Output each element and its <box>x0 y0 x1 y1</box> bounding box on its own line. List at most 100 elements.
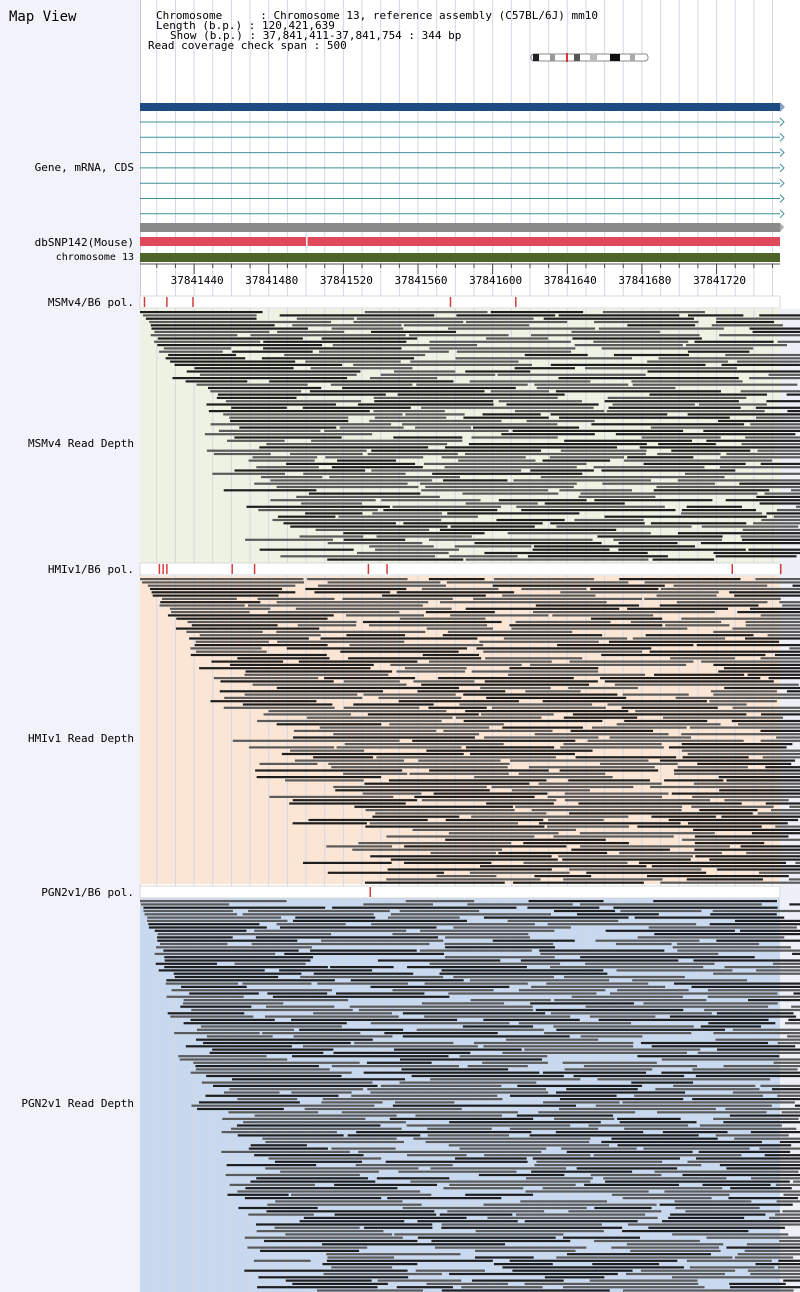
pgn-read[interactable] <box>254 1114 397 1117</box>
hmi-read[interactable] <box>590 587 659 591</box>
pgn-read[interactable] <box>266 1210 435 1213</box>
pgn-read[interactable] <box>471 1279 564 1282</box>
pgn-read[interactable] <box>617 1144 792 1147</box>
hmi-read[interactable] <box>269 795 394 798</box>
pgn-read[interactable] <box>594 1206 652 1210</box>
hmi-read[interactable] <box>644 597 781 600</box>
hmi-read[interactable] <box>480 865 647 868</box>
hmi-read[interactable] <box>609 736 692 739</box>
hmi-read[interactable] <box>646 875 789 878</box>
cds-bar[interactable] <box>140 223 780 232</box>
pgn-read[interactable] <box>143 906 326 909</box>
msm-read[interactable] <box>263 340 407 343</box>
hmi-read[interactable] <box>297 624 357 627</box>
pgn-read[interactable] <box>304 1107 462 1111</box>
hmi-read[interactable] <box>294 759 405 762</box>
pgn-read[interactable] <box>634 916 785 919</box>
pgn-read[interactable] <box>191 1104 375 1107</box>
pgn-read[interactable] <box>668 1216 745 1219</box>
pgn-read[interactable] <box>686 1259 772 1262</box>
pgn-read[interactable] <box>483 1203 657 1206</box>
msm-read[interactable] <box>755 406 800 409</box>
hmi-read[interactable] <box>364 782 530 785</box>
pgn-read[interactable] <box>475 1230 604 1233</box>
hmi-read[interactable] <box>474 776 613 779</box>
hmi-read[interactable] <box>428 578 485 581</box>
hmi-read[interactable] <box>624 719 708 723</box>
msm-read[interactable] <box>223 489 317 492</box>
msm-read[interactable] <box>421 406 594 409</box>
pgn-read[interactable] <box>387 916 460 919</box>
msm-read[interactable] <box>403 324 530 327</box>
pgn-read[interactable] <box>725 1107 800 1111</box>
msm-read[interactable] <box>250 334 406 337</box>
msm-read[interactable] <box>266 443 448 446</box>
pgn-read[interactable] <box>164 966 328 969</box>
hmi-read[interactable] <box>746 851 800 855</box>
hmi-read[interactable] <box>534 875 592 878</box>
hmi-read[interactable] <box>211 660 284 663</box>
pgn-read[interactable] <box>751 1177 800 1180</box>
msm-read[interactable] <box>484 551 648 555</box>
hmi-read[interactable] <box>632 637 726 640</box>
pgn-read[interactable] <box>264 1015 399 1018</box>
pgn-read[interactable] <box>295 916 376 919</box>
msm-read[interactable] <box>745 436 800 439</box>
msm-read[interactable] <box>773 515 800 518</box>
msm-read[interactable] <box>448 327 596 330</box>
pgn-read[interactable] <box>493 1263 553 1266</box>
hmi-read[interactable] <box>298 660 418 663</box>
hmi-read[interactable] <box>671 792 800 795</box>
msm-read[interactable] <box>549 456 625 459</box>
msm-read[interactable] <box>261 357 415 360</box>
pgn-read[interactable] <box>637 936 785 939</box>
hmi-read[interactable] <box>152 594 279 597</box>
hmi-read[interactable] <box>190 653 327 657</box>
pgn-read[interactable] <box>542 1187 723 1190</box>
hmi-polymorphism-marker[interactable] <box>253 564 256 574</box>
hmi-read[interactable] <box>719 789 800 792</box>
pgn-read[interactable] <box>370 1022 510 1025</box>
pgn-read[interactable] <box>792 952 800 955</box>
pgn-read[interactable] <box>595 939 700 942</box>
pgn-read[interactable] <box>611 1246 720 1249</box>
msm-read[interactable] <box>371 449 542 452</box>
msm-read[interactable] <box>544 502 625 505</box>
pgn-read[interactable] <box>564 975 685 979</box>
msm-read[interactable] <box>367 452 458 456</box>
hmi-read[interactable] <box>194 644 328 647</box>
hmi-read[interactable] <box>502 726 583 729</box>
msm-read[interactable] <box>685 472 800 475</box>
pgn-read[interactable] <box>564 1068 653 1071</box>
pgn-read[interactable] <box>396 1286 453 1289</box>
hmi-read[interactable] <box>470 752 575 756</box>
pgn-read[interactable] <box>424 982 528 985</box>
msm-read[interactable] <box>749 327 800 330</box>
hmi-read[interactable] <box>782 604 800 607</box>
hmi-read[interactable] <box>779 601 800 604</box>
msm-read[interactable] <box>740 535 800 538</box>
pgn-read[interactable] <box>226 1164 317 1167</box>
hmi-read[interactable] <box>342 597 453 600</box>
msm-read[interactable] <box>776 509 800 512</box>
hmi-read[interactable] <box>353 703 434 706</box>
hmi-read[interactable] <box>614 683 799 686</box>
pgn-read[interactable] <box>662 1220 800 1223</box>
pgn-read[interactable] <box>322 1098 503 1101</box>
hmi-read[interactable] <box>433 792 548 795</box>
pgn-read[interactable] <box>559 1107 716 1111</box>
pgn-read[interactable] <box>709 923 800 926</box>
pgn-read[interactable] <box>643 1002 778 1005</box>
hmi-read[interactable] <box>758 871 800 874</box>
pgn-read[interactable] <box>399 1081 537 1084</box>
msm-read[interactable] <box>374 416 447 419</box>
hmi-read[interactable] <box>491 706 606 709</box>
hmi-read[interactable] <box>421 587 499 591</box>
msm-read[interactable] <box>321 337 418 340</box>
pgn-read[interactable] <box>206 1035 273 1038</box>
pgn-read[interactable] <box>723 1121 800 1124</box>
pgn-read[interactable] <box>256 1177 368 1180</box>
hmi-read[interactable] <box>717 868 800 871</box>
hmi-read[interactable] <box>651 815 716 818</box>
msm-read[interactable] <box>618 542 678 545</box>
